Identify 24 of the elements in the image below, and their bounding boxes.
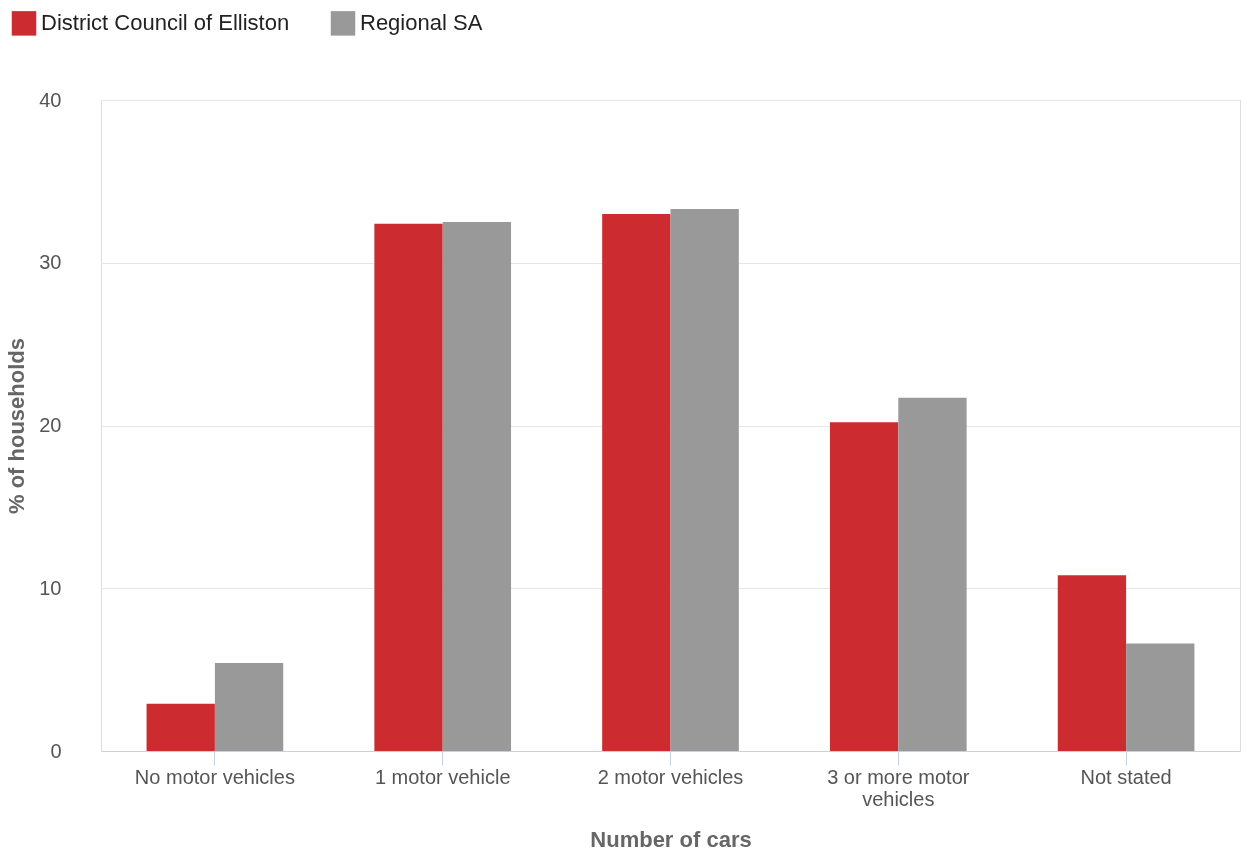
x-tick-label: 3 or more motor vehicles xyxy=(827,765,970,810)
x-tick-label: 1 motor vehicle xyxy=(374,765,511,788)
x-tick-label: 2 motor vehicles xyxy=(597,765,744,788)
x-tick-label: No motor vehicles xyxy=(134,765,295,788)
y-tick-label: 0 xyxy=(50,739,62,762)
bar xyxy=(146,703,215,751)
bar xyxy=(442,222,512,751)
y-tick-label: 20 xyxy=(39,414,62,436)
y-axis-title: % of households xyxy=(4,338,30,514)
x-axis-title: Number of cars xyxy=(590,826,752,852)
y-tick-label: 10 xyxy=(39,576,62,599)
bar xyxy=(214,663,284,751)
bar xyxy=(898,397,967,751)
bar xyxy=(374,223,443,751)
y-tick-label: 40 xyxy=(39,88,62,111)
bar xyxy=(670,209,739,751)
x-tick-label: Not stated xyxy=(1080,765,1172,788)
y-tick-label: 30 xyxy=(39,251,62,274)
legend-label: District Council of Elliston xyxy=(41,10,290,36)
legend-label: Regional SA xyxy=(360,10,483,36)
bar xyxy=(602,213,671,751)
bar xyxy=(1057,575,1127,751)
bar xyxy=(1126,643,1195,751)
bar xyxy=(829,422,899,751)
